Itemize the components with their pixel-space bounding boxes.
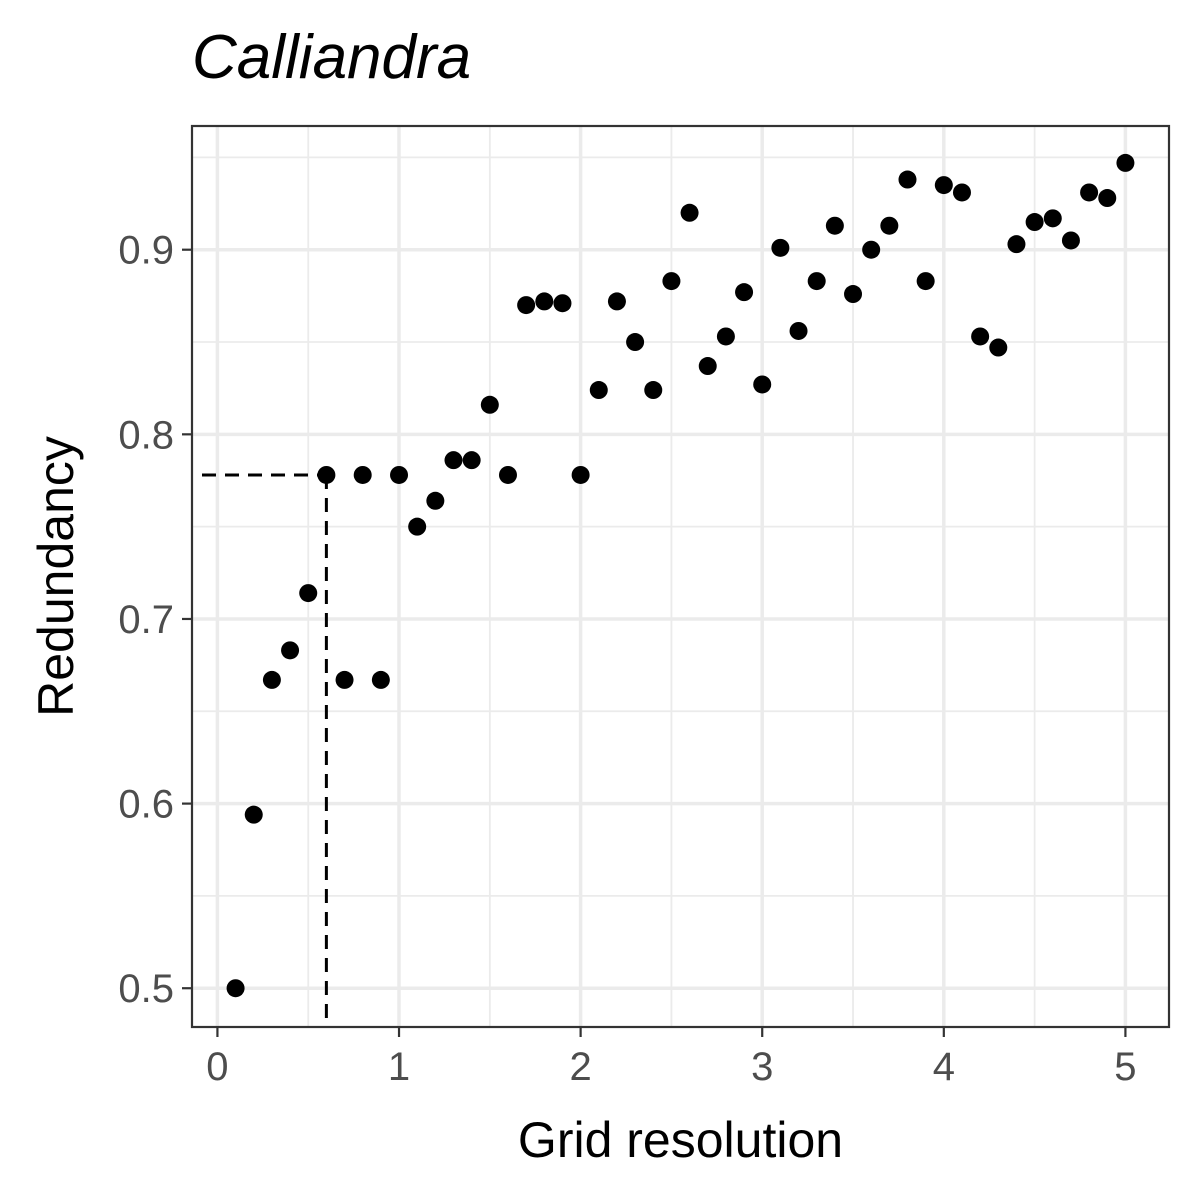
data-point bbox=[662, 272, 681, 291]
data-point bbox=[335, 670, 354, 689]
data-point bbox=[444, 451, 463, 470]
y-tick-label: 0.6 bbox=[118, 783, 174, 827]
y-tick-label: 0.9 bbox=[118, 229, 174, 273]
data-point bbox=[262, 670, 281, 689]
x-tick-label: 3 bbox=[751, 1045, 773, 1089]
data-point bbox=[1043, 209, 1062, 228]
data-point bbox=[535, 292, 554, 311]
data-point bbox=[317, 465, 336, 484]
data-point bbox=[426, 491, 445, 510]
y-tick-label: 0.8 bbox=[118, 413, 174, 457]
data-point bbox=[1061, 231, 1080, 250]
data-point bbox=[390, 465, 409, 484]
data-point bbox=[862, 240, 881, 259]
x-tick-label: 4 bbox=[933, 1045, 955, 1089]
data-point bbox=[553, 294, 572, 313]
grid-lines bbox=[192, 126, 1169, 1027]
data-point bbox=[371, 670, 390, 689]
data-point bbox=[462, 451, 481, 470]
x-tick-label: 5 bbox=[1114, 1045, 1136, 1089]
data-point bbox=[299, 584, 318, 603]
data-point bbox=[607, 292, 626, 311]
x-axis-ticks: 0 1 2 3 4 5 bbox=[206, 1027, 1137, 1089]
data-point bbox=[771, 238, 790, 257]
data-point bbox=[844, 285, 863, 304]
data-point bbox=[1025, 213, 1044, 232]
x-tick-label: 1 bbox=[388, 1045, 410, 1089]
x-tick-label: 0 bbox=[206, 1045, 228, 1089]
reference-lines bbox=[202, 473, 328, 1027]
data-point bbox=[644, 381, 663, 400]
data-point bbox=[571, 465, 590, 484]
data-point bbox=[934, 176, 953, 195]
data-point bbox=[281, 641, 300, 660]
data-points bbox=[226, 153, 1135, 998]
data-point bbox=[735, 283, 754, 302]
data-point bbox=[480, 395, 499, 414]
x-tick-label: 2 bbox=[569, 1045, 591, 1089]
data-point bbox=[898, 170, 917, 189]
data-point bbox=[1080, 183, 1099, 202]
data-point bbox=[517, 296, 536, 315]
data-point bbox=[807, 272, 826, 291]
data-point bbox=[971, 327, 990, 346]
data-point bbox=[498, 465, 517, 484]
data-point bbox=[589, 381, 608, 400]
y-tick-label: 0.7 bbox=[118, 598, 174, 642]
data-point bbox=[1007, 235, 1026, 254]
data-point bbox=[1116, 153, 1135, 172]
data-point bbox=[353, 465, 372, 484]
data-point bbox=[408, 517, 427, 536]
data-point bbox=[244, 805, 263, 824]
data-point bbox=[753, 375, 772, 394]
data-point bbox=[916, 272, 935, 291]
chart-title: Calliandra bbox=[192, 23, 471, 92]
data-point bbox=[1098, 189, 1117, 208]
data-point bbox=[989, 338, 1008, 357]
y-tick-label: 0.5 bbox=[118, 967, 174, 1011]
data-point bbox=[825, 216, 844, 235]
y-axis-title: Redundancy bbox=[28, 436, 84, 717]
plot-panel-border bbox=[190, 124, 1171, 1029]
data-point bbox=[226, 979, 245, 998]
y-axis-ticks: 0.5 0.6 0.7 0.8 0.9 bbox=[118, 229, 192, 1011]
data-point bbox=[698, 357, 717, 376]
data-point bbox=[716, 327, 735, 346]
x-axis-title: Grid resolution bbox=[518, 1112, 843, 1168]
data-point bbox=[789, 321, 808, 340]
data-point bbox=[626, 333, 645, 352]
data-point bbox=[952, 183, 971, 202]
data-point bbox=[880, 216, 899, 235]
data-point bbox=[680, 203, 699, 222]
